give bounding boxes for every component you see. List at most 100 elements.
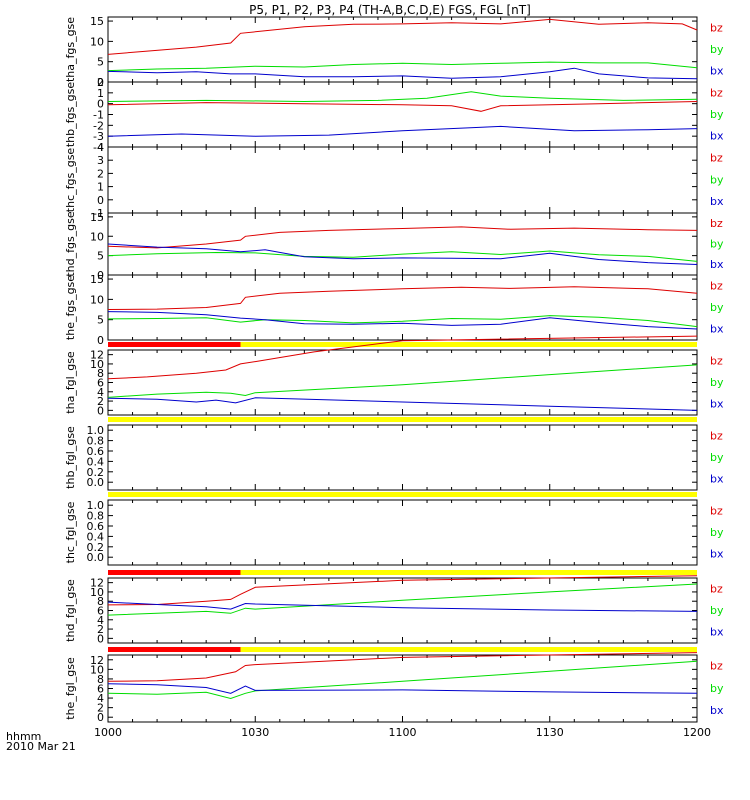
y-tick-label: 10 — [90, 586, 104, 599]
y-tick-label: 10 — [90, 230, 104, 243]
series-line-bz — [107, 335, 698, 380]
panel-frame — [107, 212, 698, 276]
legend-label-bz: bz — [710, 279, 723, 292]
y-axis-label: thc_fgl_gse — [64, 501, 77, 563]
y-axis-label: tha_fgl_gse — [64, 351, 77, 414]
legend-label-by: by — [710, 43, 724, 56]
y-tick-label: 6 — [97, 377, 104, 390]
x-tick-label: 1000 — [94, 726, 122, 739]
x-tick-label: 1100 — [389, 726, 417, 739]
legend-label-bx: bx — [710, 258, 724, 271]
y-axis-label: thb_fgs_gse — [64, 82, 77, 148]
y-tick-label: 0 — [97, 98, 104, 111]
y-tick-label: 5 — [97, 314, 104, 327]
y-tick-label: 15 — [90, 211, 104, 224]
series-line-bz — [107, 286, 698, 310]
y-tick-label: 0.2 — [87, 541, 105, 554]
series-line-bz — [107, 575, 698, 606]
series-line-bx — [107, 243, 698, 265]
series-line-by — [107, 315, 698, 328]
y-tick-label: -1 — [93, 207, 104, 220]
legend-label-by: by — [710, 604, 724, 617]
y-tick-label: 15 — [90, 15, 104, 28]
y-tick-label: 4 — [97, 386, 104, 399]
panel-frame — [107, 654, 698, 723]
y-tick-label: 5 — [97, 56, 104, 69]
legend-label-bx: bx — [710, 322, 724, 335]
x-tick-label: 1200 — [683, 726, 711, 739]
panel-thc_fgl_gse: 0.00.20.40.60.81.0 thc_fgl_gse bz by bx — [64, 492, 724, 566]
y-tick-label: 10 — [90, 293, 104, 306]
series-line-by — [107, 583, 698, 616]
legend-label-bz: bz — [710, 582, 723, 595]
y-tick-label: 0.0 — [87, 476, 105, 489]
y-tick-label: -3 — [93, 130, 104, 143]
legend-label-by: by — [710, 376, 724, 389]
y-tick-label: 4 — [97, 141, 104, 154]
panel-frame — [107, 146, 698, 214]
y-tick-label: -4 — [93, 141, 104, 154]
y-tick-label: 12 — [90, 577, 104, 590]
series-line-by — [107, 250, 698, 262]
y-tick-label: 12 — [90, 349, 104, 362]
status-bar-yellow — [240, 570, 697, 575]
legend-label-bx: bx — [710, 625, 724, 638]
y-tick-label: 0 — [97, 632, 104, 645]
series-line-bz — [107, 101, 698, 112]
series-line-bx — [107, 683, 698, 694]
y-axis-label: thd_fgs_gse — [64, 211, 77, 277]
y-tick-label: 0.0 — [87, 551, 105, 564]
plot-title: P5, P1, P2, P3, P4 (TH-A,B,C,D,E) FGS, F… — [249, 3, 531, 17]
y-tick-label: 0.4 — [87, 530, 105, 543]
series-line-bz — [107, 18, 698, 55]
legend-label-bx: bx — [710, 129, 724, 142]
legend-label-by: by — [710, 237, 724, 250]
legend-label-by: by — [710, 526, 724, 539]
series-line-by — [107, 61, 698, 72]
y-tick-label: 0 — [97, 404, 104, 417]
y-tick-label: 1.0 — [87, 424, 105, 437]
y-tick-label: 5 — [97, 250, 104, 263]
y-tick-label: -1 — [93, 109, 104, 122]
y-tick-label: 0.8 — [87, 435, 105, 448]
y-tick-label: 8 — [97, 673, 104, 686]
y-tick-label: 0 — [97, 269, 104, 282]
legend-label-bx: bx — [710, 472, 724, 485]
status-bar-yellow — [108, 492, 697, 497]
y-tick-label: 10 — [90, 663, 104, 676]
y-tick-label: 2 — [97, 702, 104, 715]
panel-frame — [107, 81, 698, 148]
series-line-by — [107, 660, 698, 700]
legend-label-by: by — [710, 682, 724, 695]
panel-frame — [107, 499, 698, 566]
y-tick-label: 2 — [97, 167, 104, 180]
y-tick-label: 15 — [90, 273, 104, 286]
status-bar-yellow — [240, 342, 697, 347]
legend-label-bz: bz — [710, 504, 723, 517]
y-tick-label: 10 — [90, 358, 104, 371]
x-axis-corner-label-1: hhmm — [6, 730, 41, 743]
y-tick-label: 10 — [90, 35, 104, 48]
legend-label-bx: bx — [710, 195, 724, 208]
y-axis-label: thd_fgl_gse — [64, 579, 77, 642]
legend-label-bz: bz — [710, 354, 723, 367]
legend-label-bz: bz — [710, 152, 723, 165]
x-tick-label: 1030 — [241, 726, 269, 739]
y-tick-label: 2 — [97, 623, 104, 636]
legend-label-bx: bx — [710, 397, 724, 410]
y-tick-label: 12 — [90, 654, 104, 667]
y-tick-label: -2 — [93, 119, 104, 132]
series-line-bx — [107, 67, 698, 80]
legend-label-by: by — [710, 108, 724, 121]
legend-label-bx: bx — [710, 64, 724, 77]
y-tick-label: 8 — [97, 367, 104, 380]
legend-label-bz: bz — [710, 429, 723, 442]
y-axis-label: thb_fgl_gse — [64, 426, 77, 489]
y-tick-label: 0.6 — [87, 445, 105, 458]
